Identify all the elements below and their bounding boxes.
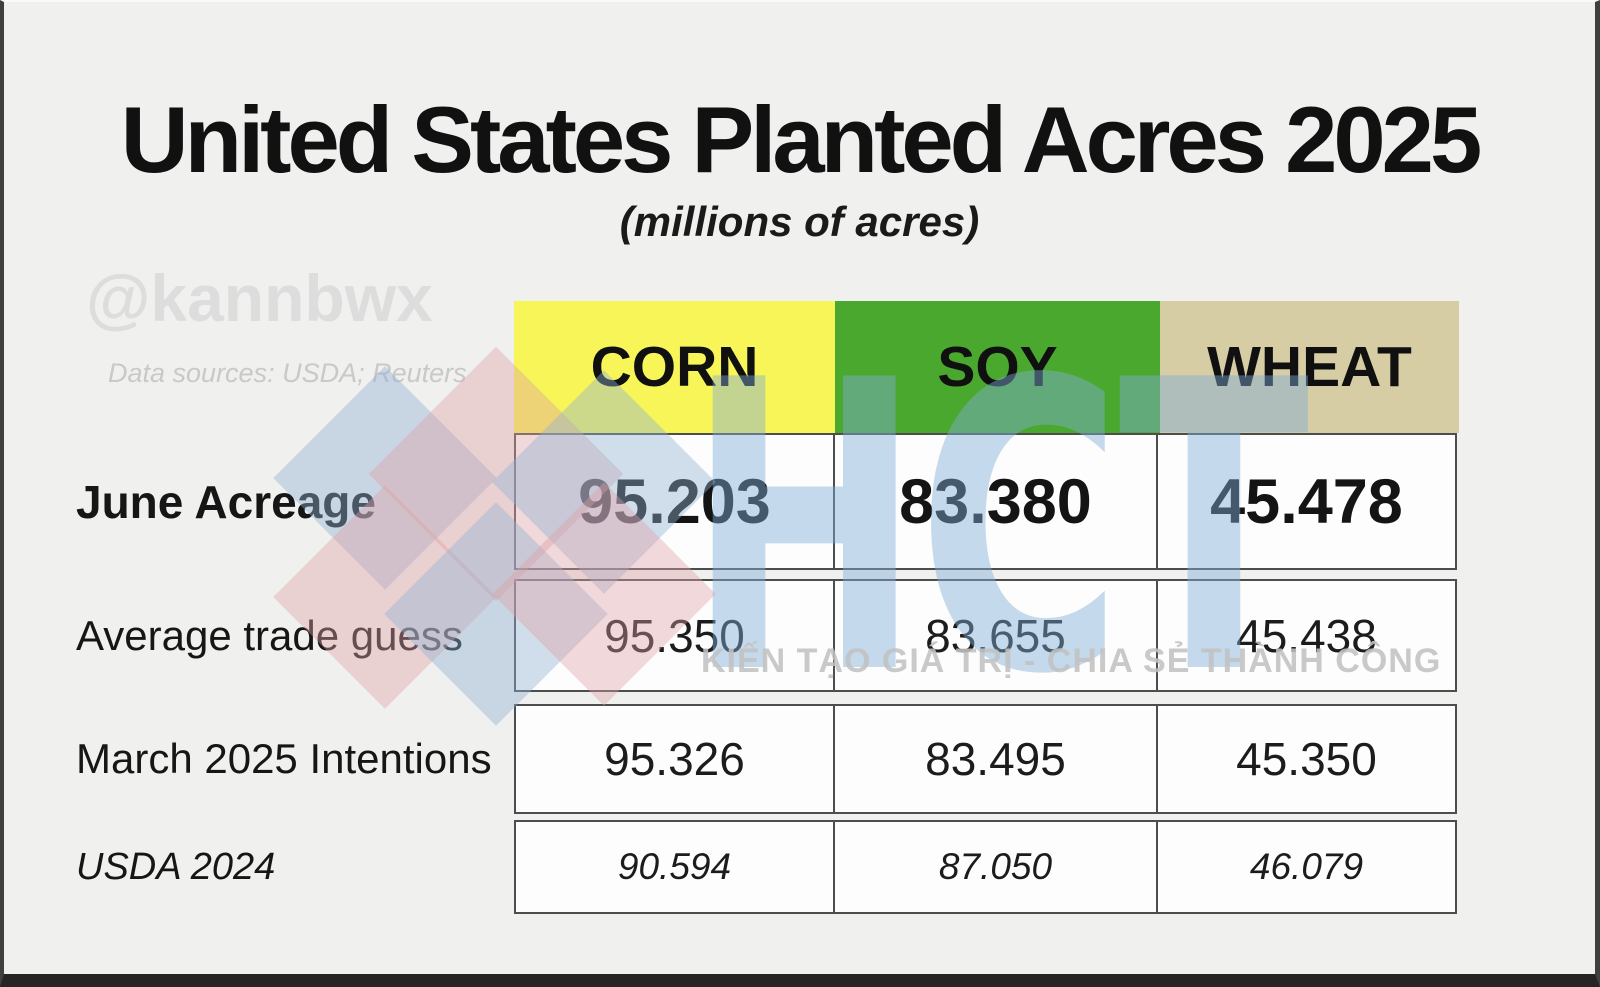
table-row: 95.350 83.655 45.438	[514, 579, 1459, 692]
cell-june-wheat: 45.478	[1156, 433, 1457, 570]
cell-guess-wheat: 45.438	[1156, 579, 1457, 692]
cell-guess-corn: 95.350	[514, 579, 835, 692]
cell-june-corn: 95.203	[514, 433, 835, 570]
cell-march-soy: 83.495	[833, 704, 1158, 814]
cell-june-soy: 83.380	[833, 433, 1158, 570]
cell-usda2024-corn: 90.594	[514, 820, 835, 914]
column-header-soy: SOY	[835, 301, 1160, 433]
page-title: United States Planted Acres 2025	[120, 87, 1482, 192]
column-header-corn: CORN	[514, 301, 835, 433]
cell-usda2024-soy: 87.050	[833, 820, 1158, 914]
table-row: 95.203 83.380 45.478	[514, 433, 1459, 570]
cell-guess-soy: 83.655	[833, 579, 1158, 692]
row-label-march-2025-intentions: March 2025 Intentions	[76, 735, 492, 782]
table-row: 95.326 83.495 45.350	[514, 704, 1459, 814]
table-row: 90.594 87.050 46.079	[514, 820, 1459, 914]
author-handle-watermark: @kannbwx	[86, 261, 433, 335]
page-subtitle: (millions of acres)	[619, 198, 980, 245]
column-header-wheat: WHEAT	[1160, 301, 1459, 433]
brand-slogan-watermark: KIẾN TẠO GIÁ TRỊ - CHIA SẺ THÀNH CÔNG	[701, 642, 1442, 680]
cell-march-wheat: 45.350	[1156, 704, 1457, 814]
row-label-average-trade-guess: Average trade guess	[76, 611, 463, 659]
cell-usda2024-wheat: 46.079	[1156, 820, 1457, 914]
cell-march-corn: 95.326	[514, 704, 835, 814]
brand-watermark: HCT	[687, 297, 1309, 762]
data-sources-note: Data sources: USDA; Reuters	[108, 358, 467, 388]
row-label-usda-2024: USDA 2024	[76, 845, 276, 888]
row-label-june-acreage: June Acreage	[76, 475, 376, 528]
